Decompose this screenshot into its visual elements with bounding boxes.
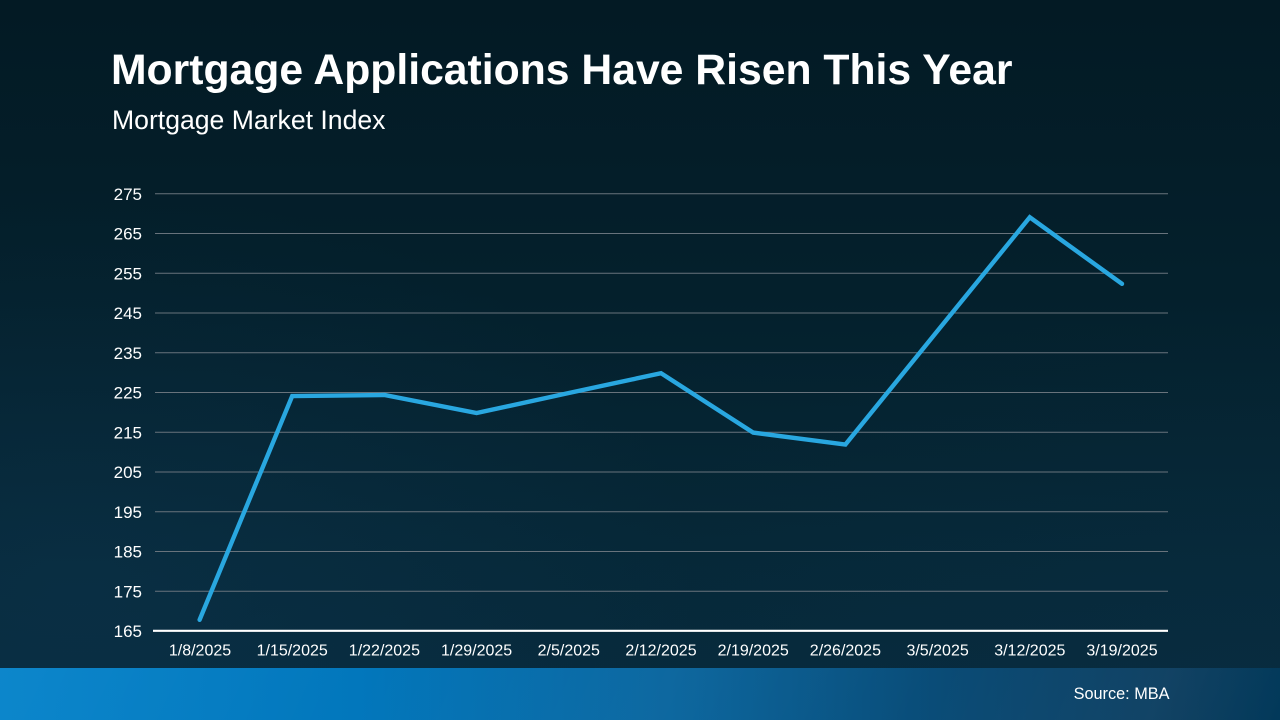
svg-text:265: 265 [114,225,142,244]
svg-text:205: 205 [114,463,142,482]
svg-text:175: 175 [114,583,142,602]
svg-text:2/5/2025: 2/5/2025 [538,643,600,660]
svg-text:3/12/2025: 3/12/2025 [994,643,1065,660]
svg-text:1/22/2025: 1/22/2025 [349,643,420,660]
svg-text:275: 275 [114,185,142,204]
svg-text:2/26/2025: 2/26/2025 [810,643,881,660]
svg-text:1/8/2025: 1/8/2025 [169,643,231,660]
svg-text:245: 245 [114,304,142,323]
svg-text:1/15/2025: 1/15/2025 [257,643,328,660]
svg-text:1/29/2025: 1/29/2025 [441,643,512,660]
svg-text:225: 225 [114,384,142,403]
svg-text:3/5/2025: 3/5/2025 [906,643,968,660]
svg-text:255: 255 [114,265,142,284]
svg-text:185: 185 [114,543,142,562]
svg-text:165: 165 [114,622,142,641]
svg-text:2/12/2025: 2/12/2025 [625,643,696,660]
svg-text:215: 215 [114,424,142,443]
svg-text:3/19/2025: 3/19/2025 [1086,643,1157,660]
svg-text:2/19/2025: 2/19/2025 [718,643,789,660]
svg-text:195: 195 [114,503,142,522]
svg-text:235: 235 [114,344,142,363]
